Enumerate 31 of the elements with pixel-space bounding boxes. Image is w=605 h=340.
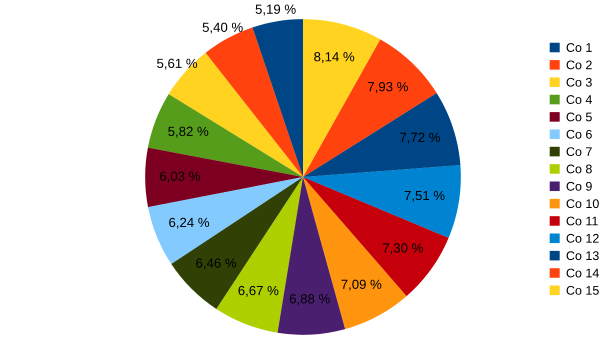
- legend-label: Co 7: [566, 147, 592, 156]
- pie-slice: [303, 165, 461, 238]
- legend-label: Co 11: [566, 216, 598, 226]
- data-label: 6,46 %: [196, 258, 236, 270]
- data-label: 5,40 %: [202, 22, 243, 34]
- data-label: 6,67 %: [238, 286, 278, 297]
- legend-label: Co 3: [566, 78, 592, 87]
- legend-label: Co 13: [566, 251, 599, 260]
- legend-label: Co 4: [566, 95, 592, 104]
- legend-label: Co 6: [566, 130, 592, 139]
- legend-label: Co 5: [566, 112, 592, 122]
- legend-label: Co 12: [566, 234, 599, 243]
- data-label: 7,72 %: [400, 132, 440, 144]
- data-label: 8,14 %: [314, 52, 354, 63]
- data-label: 5,82 %: [168, 126, 208, 138]
- legend-label: Co 15: [566, 286, 599, 295]
- legend-label: Co 8: [566, 164, 592, 174]
- legend-label: Co 14: [566, 268, 599, 278]
- data-label: 7,30 %: [382, 243, 423, 254]
- pie-slice: [145, 148, 303, 208]
- data-label: 7,51 %: [404, 190, 445, 202]
- data-label: 5,19 %: [256, 4, 296, 16]
- data-label: 6,88 %: [290, 294, 330, 306]
- data-label: 7,09 %: [341, 280, 382, 291]
- legend-label: Co 10: [566, 199, 599, 208]
- data-label: 6,03 %: [160, 171, 200, 182]
- legend-label: Co 9: [566, 182, 592, 191]
- legend-label: Co 2: [566, 60, 592, 70]
- data-label: 6,24 %: [169, 218, 210, 229]
- legend-label: Co 1: [566, 43, 592, 52]
- data-label: 7,93 %: [368, 82, 408, 93]
